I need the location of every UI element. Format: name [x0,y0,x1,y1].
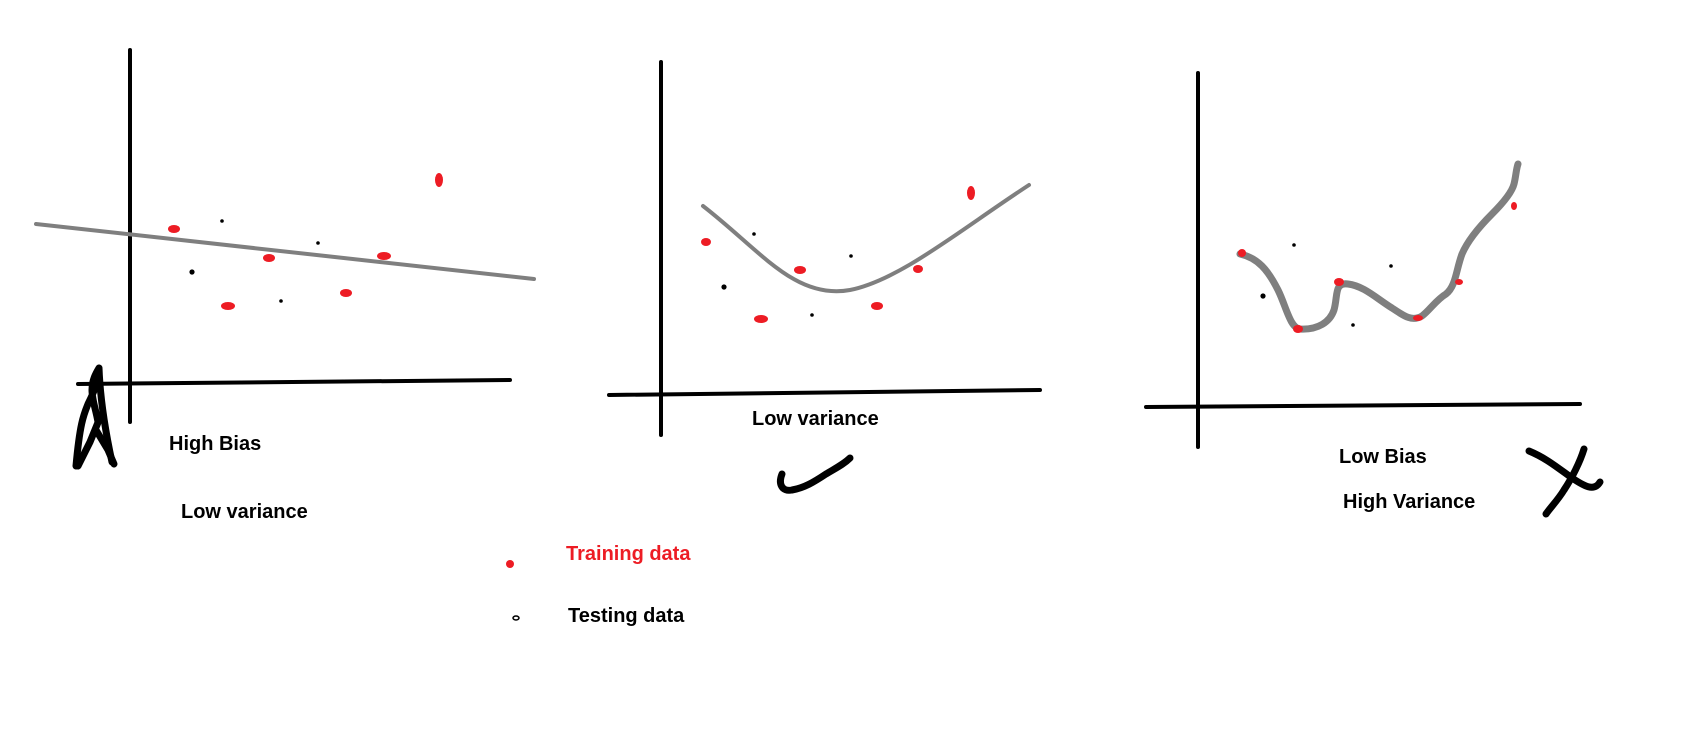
training-point [913,265,923,273]
testing-point [810,313,814,317]
training-point [377,252,391,260]
training-point [871,302,883,310]
testing-point [1292,243,1296,247]
testing-point [220,219,224,223]
testing-point [316,241,320,245]
panel-overfit: Low Bias High Variance [1144,71,1604,518]
legend-testing-marker [512,615,520,621]
training-point [754,315,768,323]
training-point [1511,202,1517,210]
training-point [1334,278,1344,286]
training-point [1455,279,1463,285]
training-point [967,186,975,200]
x-axis [1144,402,1582,409]
legend: Training data Testing data [506,543,691,627]
panel3-label-2: High Variance [1343,491,1475,513]
training-point [340,289,352,297]
testing-points [721,232,853,317]
training-point [1238,249,1246,257]
fit-curve [1236,160,1522,333]
testing-point [1260,293,1266,299]
training-points [1238,202,1517,333]
training-point [1293,325,1303,333]
cross-mark-stroke [74,416,118,470]
panel2-label-1: Low variance [752,408,879,430]
training-point [435,173,443,187]
training-points [168,173,443,310]
training-point [1413,315,1423,321]
training-point [168,225,180,233]
training-point [221,302,235,310]
testing-point [849,254,853,258]
training-point [263,254,275,262]
cross-mark [1525,447,1604,491]
training-point [794,266,806,274]
panel1-label-2: Low variance [181,501,308,523]
testing-point [1389,264,1393,268]
testing-point [189,269,195,275]
fit-line [34,222,536,281]
training-point [701,238,711,246]
testing-point [752,232,756,236]
testing-point [279,299,283,303]
panel3-label-1: Low Bias [1339,446,1427,468]
panel1-label-1: High Bias [169,433,261,455]
training-points [701,186,975,323]
panel-good-fit: Low variance [607,60,1042,494]
panel-underfit: High Bias Low variance [34,48,536,523]
check-mark [776,454,854,494]
x-axis [76,378,512,386]
legend-training-label: Training data [566,543,691,565]
legend-testing-label: Testing data [568,605,685,627]
testing-points [189,219,320,303]
cross-mark-stroke [1542,445,1588,518]
testing-points [1260,243,1393,327]
x-axis [607,388,1042,397]
legend-training-marker [506,560,514,568]
testing-point [1351,323,1355,327]
fit-curve [701,183,1031,294]
testing-point [721,284,727,290]
